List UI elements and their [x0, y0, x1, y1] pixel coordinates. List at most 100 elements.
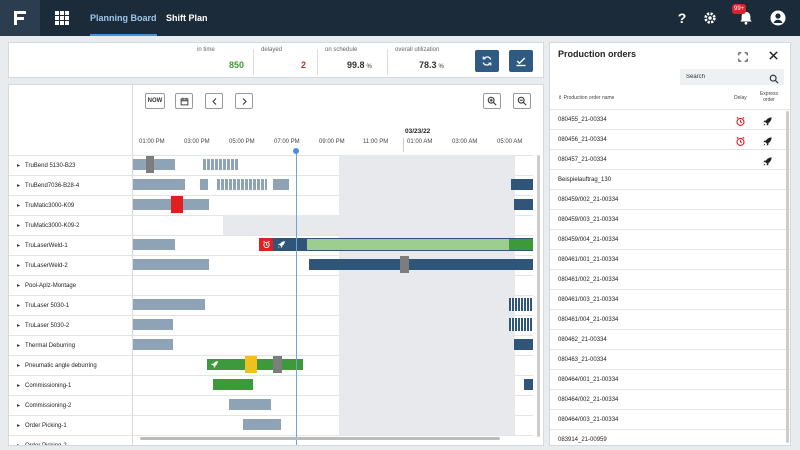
resource-row[interactable]: TruBend 5130-B23: [9, 155, 533, 175]
resource-label[interactable]: TruLaser 5030-1: [17, 296, 69, 316]
order-list-item[interactable]: 080464/001_21-00334: [550, 369, 790, 389]
order-list-item[interactable]: 080461/001_21-00334: [550, 249, 790, 269]
job-bar[interactable]: [307, 239, 509, 250]
search-icon[interactable]: [769, 71, 781, 84]
delayed-job-marker[interactable]: [171, 196, 183, 213]
column-header-delay[interactable]: Delay: [734, 95, 747, 101]
vertical-scrollbar[interactable]: [537, 155, 540, 437]
user-icon[interactable]: [768, 8, 788, 28]
resource-label[interactable]: TruMatic3000-K09: [17, 196, 74, 216]
resource-row[interactable]: Commissioning-2: [9, 395, 533, 415]
search-input[interactable]: [680, 69, 784, 85]
resource-row[interactable]: Order Picking-1: [9, 415, 533, 435]
order-list-item[interactable]: 080459/003_21-00334: [550, 209, 790, 229]
order-list-item[interactable]: 080463_21-00334: [550, 349, 790, 369]
job-bar[interactable]: [213, 379, 253, 390]
resource-label[interactable]: Commissioning-2: [17, 396, 71, 416]
job-bar[interactable]: [509, 239, 533, 250]
current-time-marker[interactable]: [293, 148, 299, 154]
job-bar[interactable]: [273, 356, 282, 373]
job-bar[interactable]: [273, 179, 289, 190]
order-list-item[interactable]: 080459/004_21-00334: [550, 229, 790, 249]
resource-label[interactable]: Thermal Deburring: [17, 336, 75, 356]
resource-row[interactable]: TruMatic3000-K09: [9, 195, 533, 215]
job-bar[interactable]: [524, 379, 533, 390]
refresh-button[interactable]: [475, 50, 499, 72]
job-bar[interactable]: [514, 199, 533, 210]
job-bar[interactable]: [217, 179, 267, 190]
job-bar[interactable]: [200, 179, 208, 190]
expand-icon[interactable]: [738, 49, 750, 62]
settings-icon[interactable]: [700, 8, 720, 28]
job-bar[interactable]: [509, 298, 533, 311]
panel-scrollbar[interactable]: [786, 111, 789, 443]
job-bar[interactable]: [511, 179, 533, 190]
resource-row[interactable]: Pool-Aplz-Montage: [9, 275, 533, 295]
previous-button[interactable]: [205, 93, 223, 109]
resource-label[interactable]: TruLaserWeld-2: [17, 256, 68, 276]
resource-label[interactable]: Order Picking-2: [17, 436, 67, 445]
zoom-in-button[interactable]: [483, 93, 501, 109]
order-list-item[interactable]: 083914_21-00959: [550, 429, 790, 445]
resource-row[interactable]: Order Picking-2: [9, 435, 533, 445]
job-bar[interactable]: [133, 259, 209, 270]
job-bar[interactable]: [509, 318, 533, 331]
horizontal-scrollbar[interactable]: [140, 437, 500, 440]
resource-row[interactable]: TruLaser 5030-1: [9, 295, 533, 315]
job-bar[interactable]: [133, 339, 173, 350]
resource-row[interactable]: TruLaserWeld-1: [9, 235, 533, 255]
resource-row[interactable]: Thermal Deburring: [9, 335, 533, 355]
resource-row[interactable]: TruLaser 5030-2: [9, 315, 533, 335]
order-list-item[interactable]: 080456_21-00334: [550, 129, 790, 149]
calendar-button[interactable]: [175, 93, 193, 109]
order-list-item[interactable]: 080459/002_21-00334: [550, 189, 790, 209]
resource-label[interactable]: TruLaserWeld-1: [17, 236, 68, 256]
order-list-item[interactable]: 080461/004_21-00334: [550, 309, 790, 329]
job-bar[interactable]: [400, 256, 409, 273]
bell-icon[interactable]: [736, 8, 756, 28]
resource-label[interactable]: TruBend7036-B28-4: [17, 176, 79, 196]
column-header-express[interactable]: Express order: [759, 91, 779, 103]
resource-row[interactable]: TruLaserWeld-2: [9, 255, 533, 275]
now-button[interactable]: NOW: [145, 93, 165, 109]
resource-row[interactable]: Commissioning-1: [9, 375, 533, 395]
resource-label[interactable]: Pool-Aplz-Montage: [17, 276, 76, 296]
apps-grid-icon[interactable]: [54, 10, 70, 26]
close-icon[interactable]: [768, 48, 780, 60]
job-bar[interactable]: [229, 399, 271, 410]
job-bar[interactable]: [133, 299, 205, 310]
column-header-name[interactable]: ⇕ Production order name: [558, 95, 615, 101]
resource-label[interactable]: Order Picking-1: [17, 416, 67, 436]
job-bar[interactable]: [203, 159, 239, 170]
order-list-item[interactable]: 080461/003_21-00334: [550, 289, 790, 309]
job-bar[interactable]: [146, 156, 154, 173]
resource-label[interactable]: Commissioning-1: [17, 376, 71, 396]
resource-label[interactable]: Pneumatic angle deburring: [17, 356, 97, 376]
resource-label[interactable]: TruMatic3000-K09-2: [17, 216, 79, 236]
job-bar[interactable]: [133, 319, 173, 330]
job-bar[interactable]: [243, 419, 281, 430]
resource-label[interactable]: TruLaser 5030-2: [17, 316, 69, 336]
help-icon[interactable]: ?: [677, 10, 687, 26]
resource-row[interactable]: TruBend7036-B28-4: [9, 175, 533, 195]
order-list-item[interactable]: 080455_21-00334: [550, 109, 790, 129]
resource-row[interactable]: Pneumatic angle deburring: [9, 355, 533, 375]
zoom-out-button[interactable]: [513, 93, 531, 109]
order-list-item[interactable]: Beispielauftrag_130: [550, 169, 790, 189]
job-bar[interactable]: [133, 159, 175, 170]
confirm-button[interactable]: [509, 50, 533, 72]
job-bar[interactable]: [245, 356, 257, 373]
order-list-item[interactable]: 080464/002_21-00334: [550, 389, 790, 409]
order-list-item[interactable]: 080461/002_21-00334: [550, 269, 790, 289]
app-logo-icon[interactable]: [0, 0, 40, 36]
job-bar[interactable]: [133, 239, 175, 250]
job-bar[interactable]: [309, 259, 533, 270]
order-list-item[interactable]: 080462_21-00334: [550, 329, 790, 349]
tab-shift-plan[interactable]: Shift Plan: [166, 13, 208, 23]
order-list-item[interactable]: 080464/003_21-00334: [550, 409, 790, 429]
resource-label[interactable]: TruBend 5130-B23: [17, 156, 75, 176]
job-bar[interactable]: [133, 179, 185, 190]
order-list-item[interactable]: 080457_21-00334: [550, 149, 790, 169]
next-button[interactable]: [235, 93, 253, 109]
job-bar[interactable]: [514, 339, 533, 350]
